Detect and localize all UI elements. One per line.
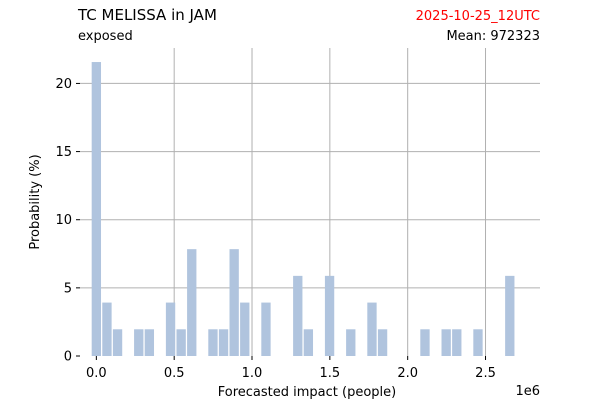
histogram-bar bbox=[176, 329, 186, 356]
y-tick-label: 5 bbox=[64, 281, 72, 296]
histogram-bar bbox=[324, 275, 335, 356]
histogram-bar bbox=[261, 302, 271, 356]
histogram-bar bbox=[240, 302, 250, 356]
histogram-bar bbox=[367, 302, 377, 356]
histogram-bar bbox=[112, 329, 123, 356]
histogram-bar bbox=[229, 249, 239, 356]
mean-value: Mean: 972323 bbox=[446, 29, 540, 44]
histogram-bar bbox=[303, 329, 314, 356]
grid-lines bbox=[80, 48, 540, 356]
y-tick-label: 0 bbox=[64, 350, 72, 365]
histogram-bar bbox=[377, 329, 388, 356]
histogram-bar bbox=[420, 329, 430, 356]
forecast-timestamp: 2025-10-25_12UTC bbox=[416, 9, 540, 24]
histogram-bar bbox=[165, 302, 176, 356]
y-tick-label: 15 bbox=[55, 145, 72, 160]
histogram-bar bbox=[144, 329, 155, 356]
histogram-bar bbox=[134, 329, 144, 356]
histogram-bar bbox=[102, 302, 112, 356]
chart-subtitle: exposed bbox=[78, 29, 133, 44]
histogram-bar bbox=[346, 329, 356, 356]
x-tick-label: 2.0 bbox=[397, 366, 418, 381]
y-axis-label: Probability (%) bbox=[28, 154, 43, 249]
x-tick-label: 1.0 bbox=[242, 366, 263, 381]
histogram-bar bbox=[208, 329, 218, 356]
histogram-bar bbox=[452, 329, 462, 356]
x-tick-label: 0.5 bbox=[164, 366, 185, 381]
y-tick-label: 20 bbox=[55, 77, 72, 92]
x-axis-label: Forecasted impact (people) bbox=[218, 385, 396, 400]
histogram-bar bbox=[187, 249, 197, 356]
histogram-bar bbox=[473, 329, 483, 356]
x-tick-label: 0.0 bbox=[86, 366, 107, 381]
x-tick-label: 2.5 bbox=[475, 366, 496, 381]
chart-title: TC MELISSA in JAM bbox=[77, 6, 217, 24]
histogram-bar bbox=[441, 329, 451, 356]
x-tick-label: 1.5 bbox=[320, 366, 341, 381]
x-axis-offset-text: 1e6 bbox=[515, 384, 540, 399]
axis-ticks: 0.0 0.5 1.0 1.5 2.0 2.5 0 5 10 15 20 bbox=[55, 77, 495, 381]
histogram-bar bbox=[505, 275, 515, 356]
histogram-bar bbox=[91, 62, 102, 356]
histogram-bars bbox=[91, 62, 515, 356]
y-tick-label: 10 bbox=[55, 213, 72, 228]
histogram-bar bbox=[293, 275, 303, 356]
histogram-bar bbox=[218, 329, 229, 356]
